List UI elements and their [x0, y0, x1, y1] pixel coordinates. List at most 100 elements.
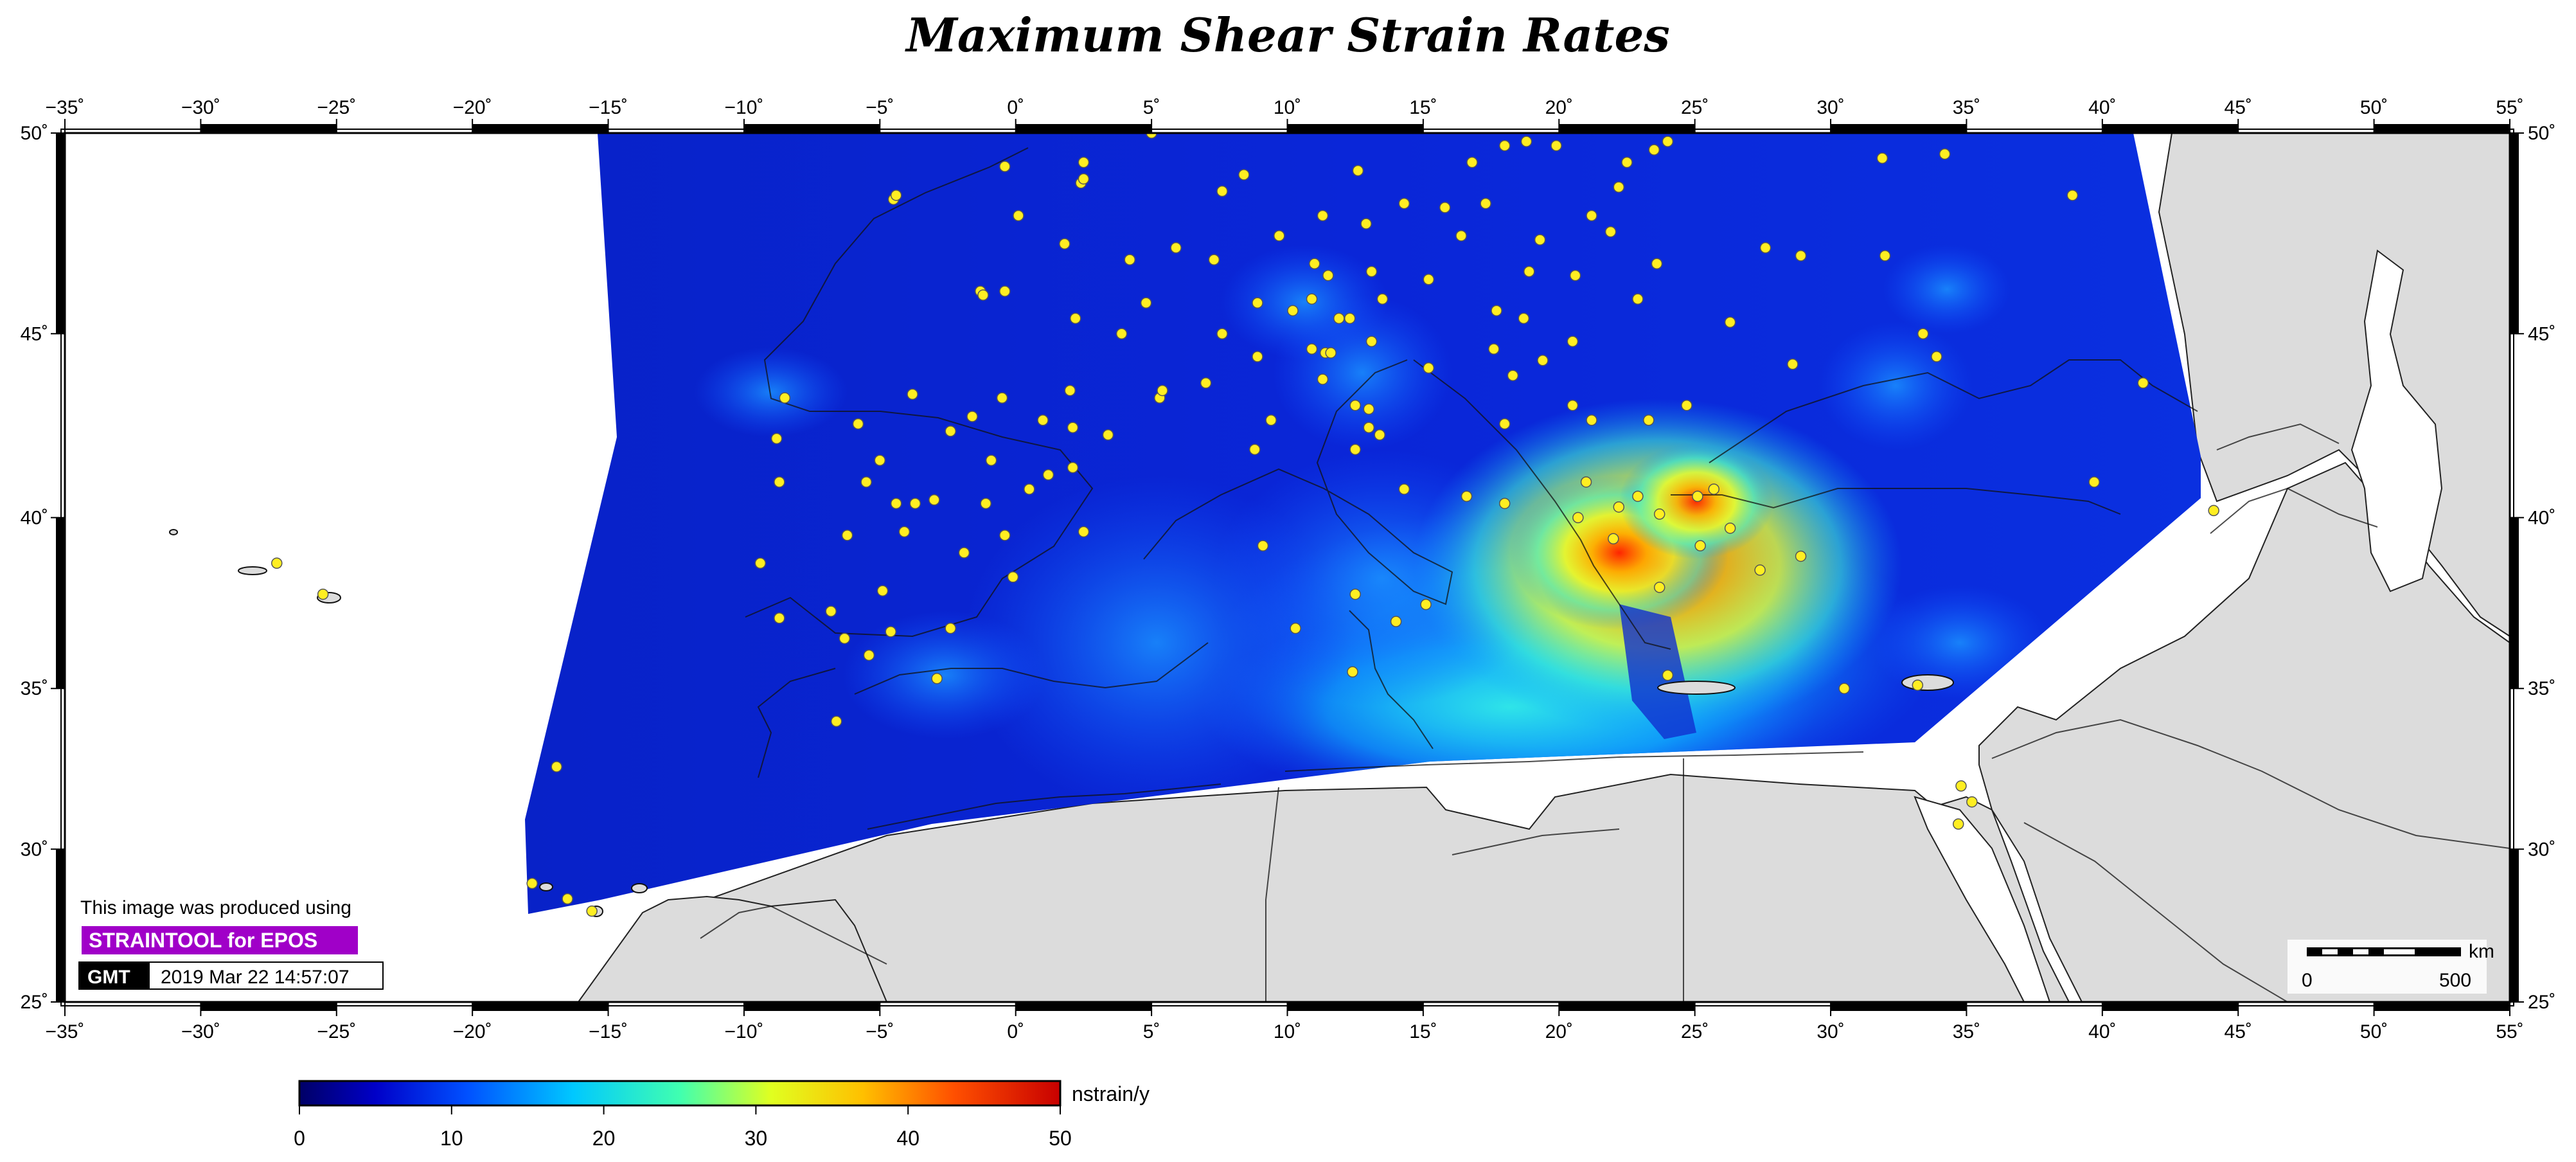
station-marker: [830, 715, 842, 728]
x-tick-label: 25˚: [1681, 1021, 1709, 1042]
x-tick-label: −30˚: [181, 1021, 220, 1042]
red-sea: [1914, 796, 2051, 1002]
station-marker: [1374, 429, 1385, 441]
station-marker: [1216, 328, 1228, 340]
x-tick-label: 45˚: [2225, 97, 2252, 118]
station-marker: [839, 632, 851, 645]
x-tick-label: 25˚: [1681, 97, 1709, 118]
station-marker: [1287, 305, 1299, 317]
x-tick-label: −25˚: [317, 97, 356, 118]
x-tick-label: 20˚: [1545, 97, 1573, 118]
station-marker: [863, 649, 875, 661]
station-marker: [1067, 422, 1079, 433]
station-marker: [526, 877, 538, 889]
x-tick-label: 30˚: [1817, 1021, 1844, 1042]
station-marker: [1325, 347, 1337, 359]
station-marker: [1550, 139, 1562, 152]
station-marker: [1398, 197, 1410, 210]
station-marker: [1349, 399, 1361, 411]
station-marker: [1662, 136, 1674, 147]
frame-bar-bottom: [200, 1002, 337, 1011]
x-tick-label: 30˚: [1817, 97, 1844, 118]
station-marker: [1662, 669, 1674, 681]
y-tick-label: 45˚: [2528, 323, 2555, 344]
station-marker: [1069, 312, 1081, 325]
station-marker: [1102, 429, 1114, 441]
station-marker: [1390, 616, 1402, 627]
station-marker: [1007, 571, 1019, 583]
colorbar-tick-label: 40: [896, 1127, 919, 1150]
gmt-logo-bg: [79, 962, 150, 989]
frame-bar-bottom: [2102, 1002, 2239, 1011]
station-marker: [754, 557, 767, 569]
station-marker: [1140, 297, 1152, 309]
frame-bar-bottom: [1015, 1002, 1152, 1011]
station-marker: [1249, 443, 1261, 456]
station-marker: [1347, 666, 1358, 678]
station-marker: [562, 893, 573, 905]
y-tick-label: 50˚: [2528, 123, 2555, 144]
station-marker: [1931, 351, 1942, 362]
x-tick-label: −10˚: [724, 97, 763, 118]
station-marker: [1352, 165, 1364, 177]
station-marker: [1955, 780, 1967, 792]
station-marker: [1360, 218, 1372, 229]
station-marker: [1534, 234, 1546, 246]
station-marker: [1024, 483, 1035, 495]
x-ticks-bottom: −35˚ −30˚ −25˚ −20˚ −15˚ −10˚ −5˚ 0˚ 5˚ 10˚ 15˚ 20˚…: [46, 1002, 2524, 1042]
colorbar-ticks: 0 10 20 30 40 50: [294, 1105, 1072, 1150]
x-tick-label: 10˚: [1274, 1021, 1301, 1042]
x-tick-label: −25˚: [317, 1021, 356, 1042]
station-marker: [1349, 588, 1361, 600]
x-tick-label: 5˚: [1143, 1021, 1160, 1042]
coastlines: [700, 147, 2510, 1002]
station-marker: [2066, 190, 2079, 201]
colorbar-tick-label: 10: [440, 1127, 463, 1150]
x-tick-label: −30˚: [181, 97, 220, 118]
station-marker: [1632, 293, 1644, 305]
station-marker: [1879, 250, 1891, 262]
station-marker: [1349, 443, 1361, 456]
y-ticks-right: 25˚ 30˚ 35˚ 40˚ 45˚ 50˚: [2510, 123, 2555, 1013]
y-tick-label: 35˚: [21, 678, 48, 699]
frame-bar-left: [56, 517, 65, 689]
station-marker: [586, 905, 598, 917]
frame-bar-left: [56, 849, 65, 1002]
station-marker: [945, 622, 957, 634]
station-marker: [999, 530, 1011, 541]
colorbar-unit: nstrain/y: [1072, 1082, 1150, 1105]
x-tick-label: −35˚: [46, 1021, 85, 1042]
frame-bar-bottom: [2374, 1002, 2510, 1011]
station-marker: [1238, 169, 1250, 181]
station-marker: [1939, 148, 1951, 160]
frame-bar-top: [2102, 124, 2239, 133]
station-marker: [1613, 501, 1625, 513]
x-ticks-top: −35˚ −30˚ −25˚ −20˚ −15˚ −10˚ −5˚ 0˚ 5˚ 10˚ 15˚ 20˚…: [46, 97, 2524, 133]
timestamp: 2019 Mar 22 14:57:07: [161, 967, 350, 988]
station-marker: [1648, 144, 1660, 156]
station-marker: [1423, 362, 1435, 374]
y-tick-label: 30˚: [21, 839, 48, 860]
frame-bar-bottom: [743, 1002, 880, 1011]
station-marker: [1724, 316, 1736, 328]
station-marker: [876, 585, 889, 596]
x-tick-label: 50˚: [2360, 1021, 2388, 1042]
station-marker: [1115, 328, 1128, 340]
station-marker: [1569, 269, 1581, 282]
frame-checker-bars: [56, 124, 2519, 1011]
x-tick-label: 40˚: [2088, 1021, 2116, 1042]
station-marker: [1252, 351, 1263, 362]
station-marker: [1537, 355, 1549, 366]
station-marker: [890, 190, 902, 201]
frame-bar-right: [2510, 849, 2519, 1002]
station-marker: [1498, 139, 1511, 152]
credits: This image was produced using STRAINTOOL…: [78, 897, 384, 990]
frame-bar-top: [200, 124, 337, 133]
land-masses: [577, 133, 2510, 1002]
station-marker: [1523, 265, 1535, 278]
station-marker: [1146, 133, 1157, 139]
frame-bar-right: [2510, 517, 2519, 689]
station-marker: [1306, 293, 1318, 305]
station-marker: [885, 626, 896, 638]
